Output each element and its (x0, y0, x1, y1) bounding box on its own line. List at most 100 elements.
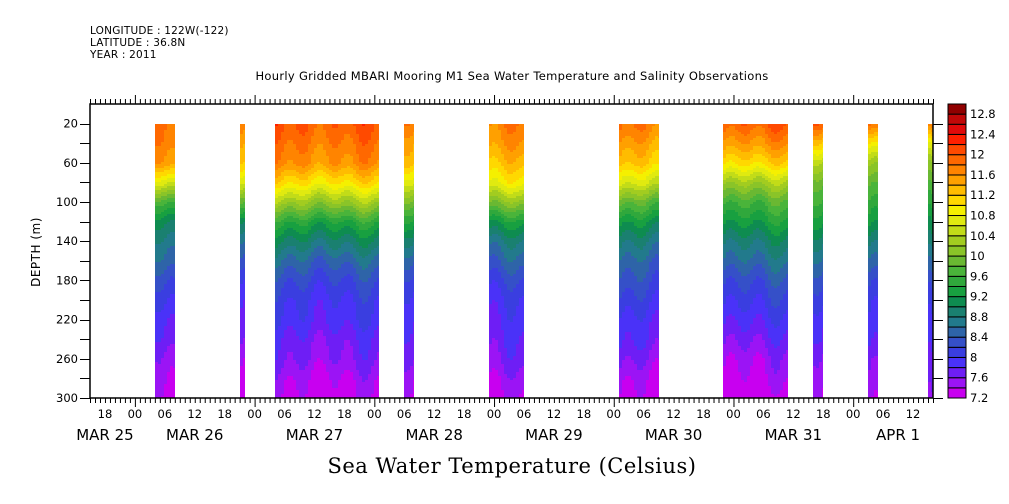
heat-cell (762, 190, 765, 196)
heat-cell (410, 124, 413, 136)
heat-cell (275, 126, 278, 144)
heat-cell (729, 250, 732, 264)
x-day-label: MAR 28 (405, 426, 462, 444)
heat-cell (311, 168, 314, 174)
heat-cell (501, 214, 504, 218)
heat-cell (329, 188, 332, 194)
heat-cell (240, 184, 243, 190)
x-tick-label: 00 (487, 407, 502, 421)
heat-cell (347, 290, 350, 320)
heat-cell (628, 376, 631, 398)
heat-cell (374, 300, 377, 330)
heat-cell (350, 276, 353, 294)
heat-cell (726, 182, 729, 188)
heat-cell (643, 212, 646, 218)
heat-cell (377, 198, 379, 202)
heat-cell (284, 124, 287, 144)
heat-cell (350, 264, 353, 276)
heat-cell (317, 192, 320, 198)
heat-cell (317, 208, 320, 212)
heat-cell (371, 124, 374, 132)
heat-cell (275, 268, 278, 282)
heat-cell (404, 270, 407, 282)
heat-cell (344, 262, 347, 276)
heat-cell (637, 320, 640, 350)
heat-cell (877, 230, 878, 240)
heat-cell (362, 184, 365, 188)
heat-cell (167, 214, 170, 222)
heat-cell (498, 130, 501, 148)
heat-cell (170, 232, 173, 246)
heat-cell (323, 130, 326, 150)
heat-cell (619, 180, 622, 186)
heat-cell (284, 194, 287, 198)
heat-cell (164, 254, 167, 270)
heat-cell (501, 266, 504, 278)
heat-cell (628, 332, 631, 356)
heat-cell (522, 176, 524, 184)
heat-cell (240, 224, 243, 234)
heat-cell (332, 200, 335, 204)
heat-cell (407, 156, 410, 168)
heat-cell (822, 152, 823, 158)
heat-cell (410, 152, 413, 166)
heat-cell (173, 164, 175, 168)
heat-cell (762, 358, 765, 398)
heat-cell (619, 212, 622, 218)
heat-cell (371, 272, 374, 288)
heat-cell (519, 200, 522, 204)
heat-cell (756, 294, 759, 314)
heat-cell (753, 168, 756, 172)
heat-cell (726, 252, 729, 266)
heat-cell (747, 330, 750, 348)
heat-cell (744, 276, 747, 294)
heat-cell (278, 278, 281, 296)
heat-cell (311, 206, 314, 210)
heat-cell (407, 138, 410, 156)
heat-cell (631, 194, 634, 198)
heat-cell (374, 124, 377, 144)
heat-cell (362, 170, 365, 178)
heat-cell (341, 176, 344, 182)
heat-cell (516, 210, 519, 216)
heat-cell (640, 350, 643, 370)
heat-cell (374, 282, 377, 300)
heat-cell (308, 164, 311, 170)
heat-cell (335, 286, 338, 308)
heat-cell (822, 212, 823, 224)
heat-cell (155, 312, 158, 342)
heat-cell (281, 394, 284, 398)
heat-cell (640, 200, 643, 206)
heat-cell (619, 348, 622, 368)
heat-cell (786, 248, 788, 262)
heat-cell (516, 284, 519, 306)
heat-cell (652, 362, 655, 398)
heat-cell (655, 188, 658, 192)
heat-cell (353, 258, 356, 268)
latitude-label: LATITUDE : 36.8N (90, 37, 186, 49)
heat-cell (729, 166, 732, 172)
heat-cell (377, 246, 379, 254)
heat-cell (329, 164, 332, 170)
heat-cell (155, 124, 158, 146)
heat-cell (293, 198, 296, 202)
heat-cell (819, 180, 822, 190)
heat-cell (347, 234, 350, 242)
heat-cell (296, 336, 299, 364)
heat-cell (326, 174, 329, 182)
heat-cell (332, 194, 335, 200)
heat-cell (341, 244, 344, 254)
heat-cell (759, 264, 762, 278)
heat-cell (756, 176, 759, 182)
heat-cell (747, 160, 750, 166)
heat-cell (293, 222, 296, 230)
heat-cell (637, 186, 640, 190)
heat-cell (173, 194, 175, 198)
heat-cell (786, 208, 788, 218)
heat-cell (813, 140, 816, 146)
heat-cell (243, 162, 245, 170)
heat-cell (320, 268, 323, 282)
heat-cell (329, 124, 332, 144)
heat-cell (278, 222, 281, 228)
heat-cell (281, 180, 284, 186)
